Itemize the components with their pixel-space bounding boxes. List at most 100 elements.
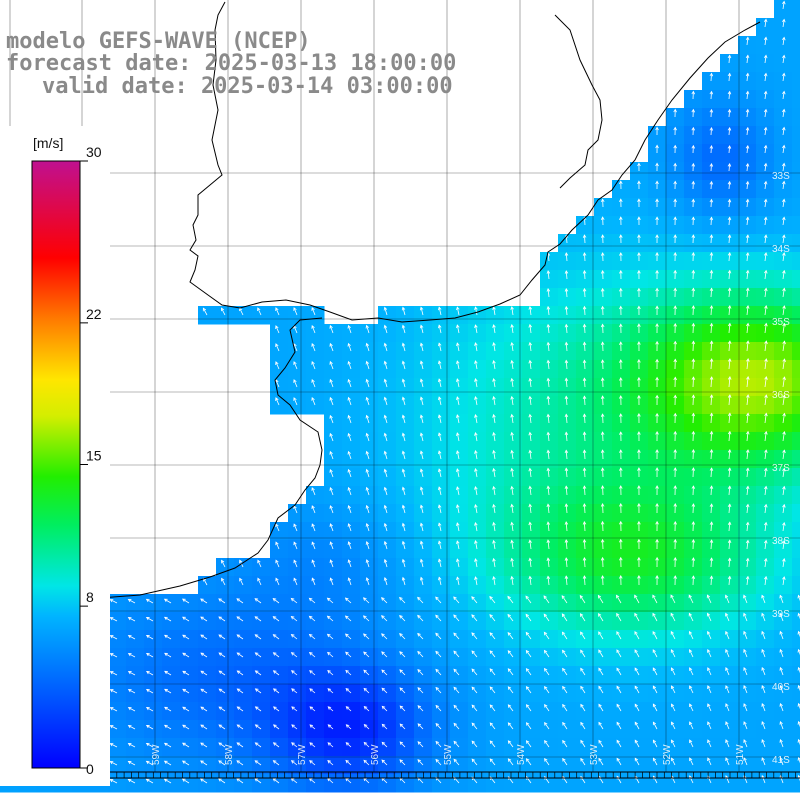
wind-arrow-head bbox=[709, 449, 714, 453]
wind-arrow-head bbox=[782, 539, 786, 544]
wind-cell bbox=[342, 720, 361, 739]
wind-arrow-head bbox=[528, 395, 532, 400]
wind-cell bbox=[738, 252, 757, 271]
wind-arrow-head bbox=[600, 485, 605, 489]
wind-cell bbox=[486, 360, 505, 379]
wind-arrow bbox=[311, 523, 316, 532]
wind-arrow-head bbox=[164, 688, 168, 693]
wind-arrow-head bbox=[419, 342, 424, 347]
wind-arrow bbox=[583, 503, 586, 514]
wind-arrow bbox=[453, 705, 460, 712]
wind-arrow-head bbox=[182, 616, 186, 620]
wind-arrow-head bbox=[435, 722, 440, 727]
wind-arrow bbox=[746, 145, 749, 154]
wind-arrow bbox=[782, 55, 785, 64]
wind-cell bbox=[666, 450, 685, 469]
wind-cell bbox=[792, 630, 800, 649]
wind-cell bbox=[648, 126, 667, 145]
wind-cell bbox=[702, 774, 721, 793]
wind-arrow bbox=[761, 631, 766, 640]
wind-arrow-head bbox=[746, 412, 750, 417]
wind-arrow-head bbox=[272, 760, 277, 764]
wind-arrow-head bbox=[709, 358, 714, 362]
wind-arrow-head bbox=[579, 594, 584, 599]
wind-arrow bbox=[583, 414, 586, 424]
wind-cell bbox=[522, 504, 541, 523]
wind-cell bbox=[540, 270, 559, 289]
wind-arrow bbox=[728, 163, 731, 172]
wind-cell bbox=[774, 720, 793, 739]
wind-arrow bbox=[525, 595, 532, 604]
wind-cell bbox=[342, 414, 361, 433]
wind-arrow-head bbox=[327, 651, 331, 656]
wind-arrow-head bbox=[311, 307, 315, 311]
wind-arrow-head bbox=[725, 757, 729, 761]
wind-cell bbox=[666, 558, 685, 577]
wind-cell bbox=[594, 648, 613, 667]
wind-arrow bbox=[782, 235, 785, 244]
wind-arrow bbox=[273, 706, 280, 712]
wind-cell bbox=[432, 486, 451, 505]
wind-arrow bbox=[493, 396, 496, 406]
wind-arrow-head bbox=[492, 342, 496, 346]
wind-cell bbox=[450, 612, 469, 631]
wind-cell bbox=[684, 90, 703, 109]
wind-cell bbox=[774, 486, 793, 505]
wind-cell bbox=[324, 414, 343, 433]
wind-cell bbox=[738, 522, 757, 541]
wind-cell bbox=[306, 378, 325, 397]
wind-arrow bbox=[710, 449, 713, 460]
wind-cell bbox=[450, 576, 469, 595]
wind-arrow bbox=[764, 163, 767, 172]
wind-cell bbox=[666, 702, 685, 721]
wind-cell bbox=[414, 612, 433, 631]
wind-arrow-head bbox=[564, 575, 569, 580]
wind-arrow bbox=[475, 486, 478, 496]
wind-arrow-head bbox=[492, 377, 496, 382]
wind-cell bbox=[504, 324, 523, 343]
wind-cell bbox=[684, 612, 703, 631]
wind-arrow bbox=[746, 431, 749, 442]
wind-arrow bbox=[329, 325, 334, 334]
wind-arrow bbox=[381, 615, 388, 622]
wind-arrow-head bbox=[347, 523, 352, 527]
wind-cell bbox=[720, 504, 739, 523]
wind-cell bbox=[414, 540, 433, 559]
wind-arrow-head bbox=[492, 539, 496, 544]
wind-arrow-head bbox=[363, 651, 367, 656]
wind-arrow bbox=[384, 469, 388, 478]
wind-cell bbox=[540, 504, 559, 523]
wind-arrow bbox=[200, 688, 208, 694]
wind-cell bbox=[522, 486, 541, 505]
wind-arrow-head bbox=[202, 307, 207, 312]
wind-arrow-head bbox=[709, 90, 714, 95]
wind-arrow-head bbox=[489, 595, 493, 600]
wind-arrow-head bbox=[164, 652, 168, 657]
wind-arrow-head bbox=[600, 341, 605, 346]
wind-arrow bbox=[746, 540, 749, 550]
wind-arrow-head bbox=[745, 162, 750, 167]
wind-arrow bbox=[779, 667, 784, 676]
wind-arrow bbox=[493, 486, 496, 496]
wind-arrow-head bbox=[564, 377, 569, 382]
wind-arrow-head bbox=[510, 395, 514, 400]
wind-arrow bbox=[363, 760, 370, 766]
wind-arrow bbox=[471, 650, 478, 658]
wind-arrow-head bbox=[507, 595, 511, 600]
wind-arrow-head bbox=[709, 430, 714, 435]
wind-arrow bbox=[384, 397, 388, 406]
wind-arrow bbox=[583, 342, 586, 352]
wind-cell bbox=[684, 144, 703, 163]
wind-arrow bbox=[671, 757, 676, 766]
wind-arrow-head bbox=[616, 685, 620, 690]
wind-arrow-head bbox=[782, 0, 786, 5]
wind-arrow-head bbox=[782, 269, 786, 274]
wind-arrow bbox=[417, 687, 424, 694]
wind-arrow bbox=[652, 613, 658, 622]
wind-cell bbox=[594, 396, 613, 415]
wind-arrow-head bbox=[782, 322, 786, 327]
wind-arrow bbox=[764, 558, 767, 568]
wind-arrow bbox=[275, 307, 280, 316]
wind-arrow bbox=[728, 376, 731, 388]
wind-arrow bbox=[420, 343, 424, 352]
